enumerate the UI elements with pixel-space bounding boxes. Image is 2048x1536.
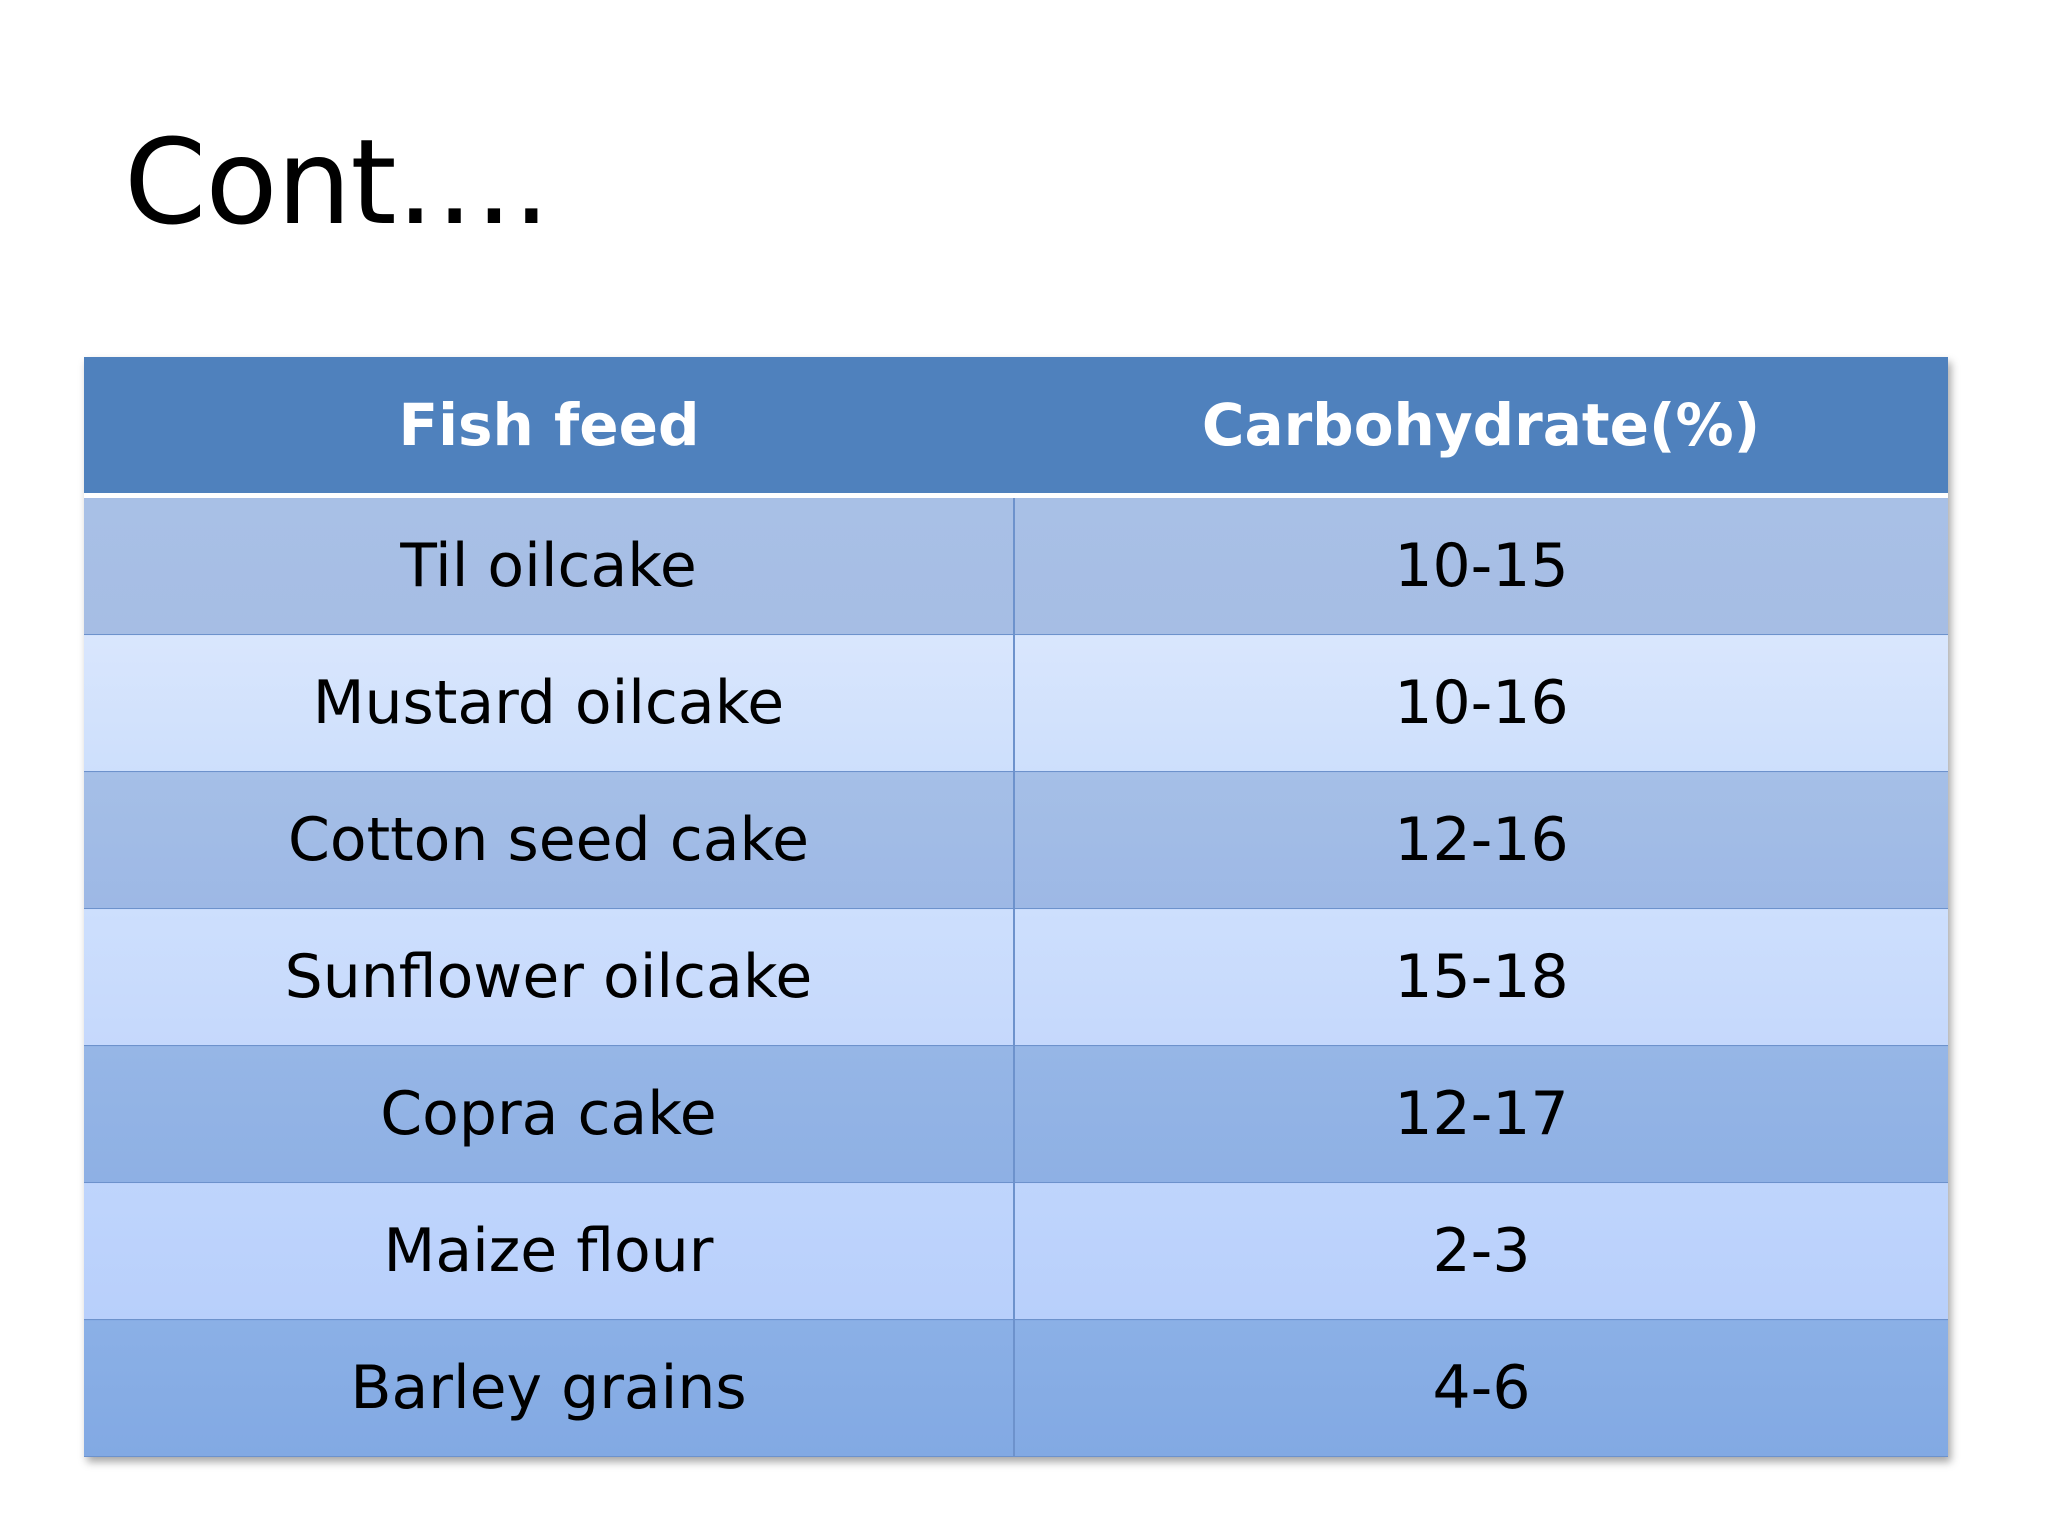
table-row: Cotton seed cake 12-16 xyxy=(84,771,1948,909)
fish-feed-cell: Mustard oilcake xyxy=(84,634,1014,772)
table-row: Barley grains 4-6 xyxy=(84,1319,1948,1457)
table-row: Til oilcake 10-15 xyxy=(84,495,1948,635)
carbohydrate-cell: 12-17 xyxy=(1013,1045,1948,1183)
table-row: Sunflower oilcake 15-18 xyxy=(84,908,1948,1046)
carbohydrate-cell: 10-16 xyxy=(1013,634,1948,772)
carbohydrate-cell: 12-16 xyxy=(1013,771,1948,909)
fish-feed-cell: Til oilcake xyxy=(84,495,1014,635)
fish-feed-cell: Barley grains xyxy=(84,1319,1014,1457)
table-row: Maize flour 2-3 xyxy=(84,1182,1948,1320)
slide-title: Cont…. xyxy=(124,113,550,251)
fish-feed-cell: Sunflower oilcake xyxy=(84,908,1014,1046)
table-header-row: Fish feed Carbohydrate(%) xyxy=(84,357,1948,498)
table-row: Copra cake 12-17 xyxy=(84,1045,1948,1183)
carbohydrate-cell: 10-15 xyxy=(1013,495,1948,635)
fish-feed-cell: Copra cake xyxy=(84,1045,1014,1183)
carbohydrate-cell: 4-6 xyxy=(1013,1319,1948,1457)
fish-feed-cell: Cotton seed cake xyxy=(84,771,1014,909)
column-header-fish-feed: Fish feed xyxy=(84,357,1014,498)
column-header-carbohydrate: Carbohydrate(%) xyxy=(1014,357,1948,498)
carbohydrate-cell: 2-3 xyxy=(1013,1182,1948,1320)
fish-feed-cell: Maize flour xyxy=(84,1182,1014,1320)
carbohydrate-table: Fish feed Carbohydrate(%) Til oilcake 10… xyxy=(84,357,1948,1457)
carbohydrate-cell: 15-18 xyxy=(1013,908,1948,1046)
table-row: Mustard oilcake 10-16 xyxy=(84,634,1948,772)
